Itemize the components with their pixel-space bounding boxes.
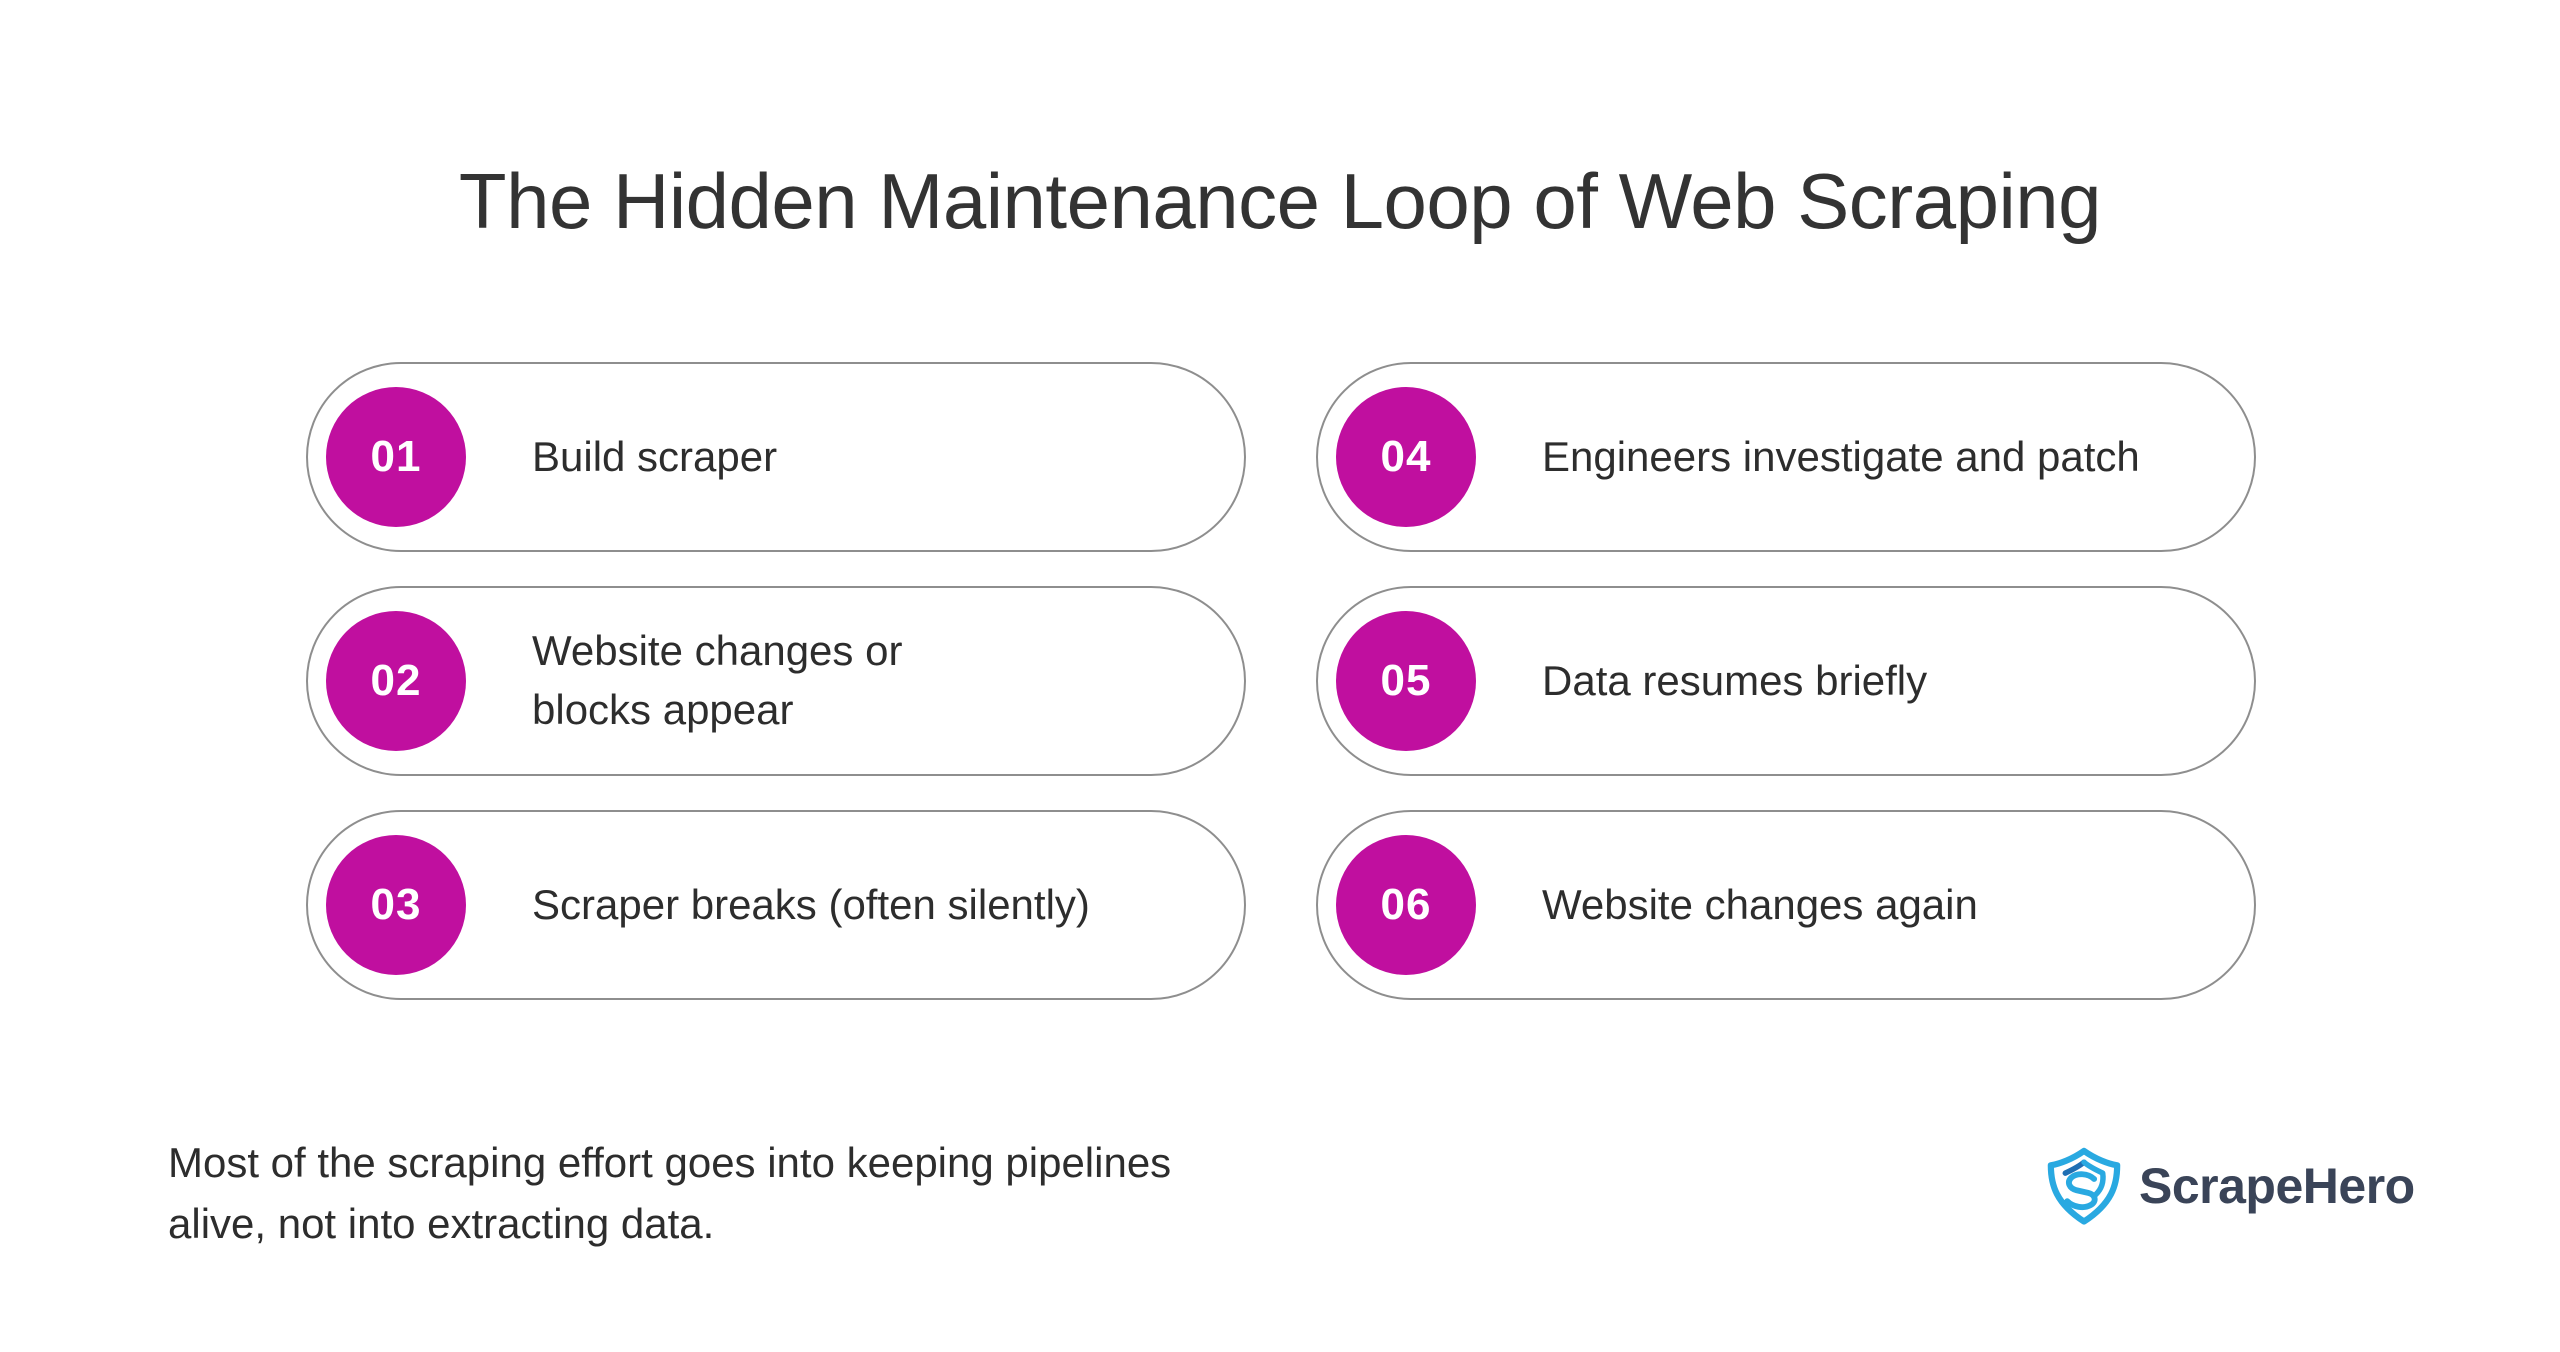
step-label: Build scraper [532, 432, 778, 480]
step-number-badge: 02 [326, 611, 466, 751]
step-pill-01: 01 Build scraper [306, 362, 1246, 552]
step-number-badge: 03 [326, 835, 466, 975]
step-label: Data resumes briefly [1542, 656, 1928, 704]
step-pill-02: 02 Website changes or blocks appear [306, 586, 1246, 776]
infographic-title: The Hidden Maintenance Loop of Web Scrap… [458, 157, 2102, 245]
step-pill-05: 05 Data resumes briefly [1316, 586, 2256, 776]
scrapehero-logo: ScrapeHero [2045, 1146, 2415, 1226]
step-number-badge: 01 [326, 387, 466, 527]
step-pill-06: 06 Website changes again [1316, 810, 2256, 1000]
step-pill-03: 03 Scraper breaks (often silently) [306, 810, 1246, 1000]
logo-wordmark: ScrapeHero [2139, 1158, 2415, 1214]
step-pill-04: 04 Engineers investigate and patch [1316, 362, 2256, 552]
footer-note: Most of the scraping effort goes into ke… [168, 1139, 1172, 1247]
step-label: Scraper breaks (often silently) [532, 880, 1090, 928]
step-label: Engineers investigate and patch [1542, 432, 2140, 480]
step-number-badge: 05 [1336, 611, 1476, 751]
shield-s-icon [2045, 1146, 2123, 1226]
steps-grid: 01 Build scraper 04 Engineers investigat… [306, 362, 2256, 1000]
step-label: Website changes or blocks appear [532, 627, 903, 733]
step-number-badge: 04 [1336, 387, 1476, 527]
step-label: Website changes again [1542, 880, 1978, 928]
step-number-badge: 06 [1336, 835, 1476, 975]
